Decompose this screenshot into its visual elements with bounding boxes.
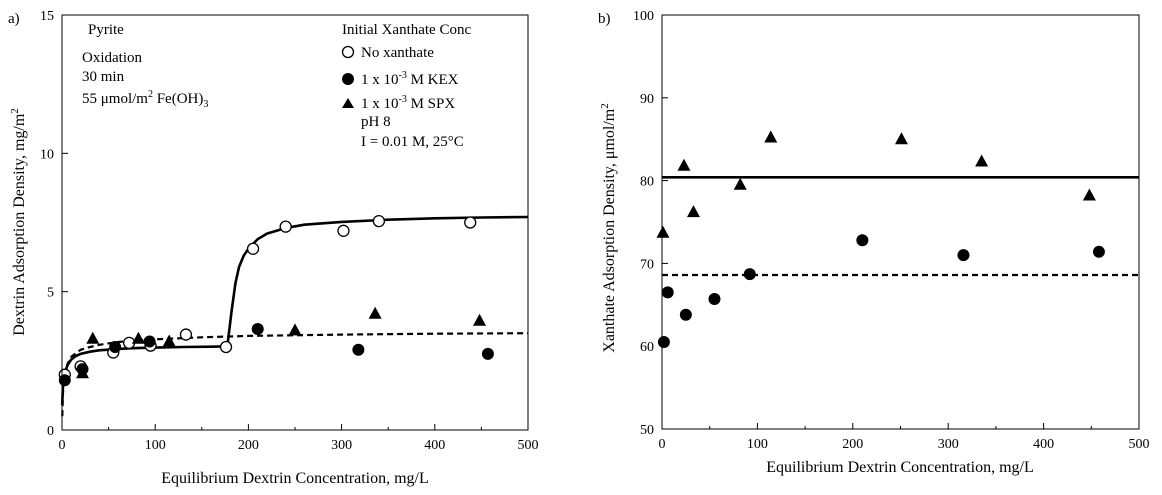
legend-marker-open-circle: [343, 47, 354, 58]
y-tick-label: 15: [40, 9, 54, 24]
panel-a-fit-lines: [62, 217, 528, 416]
data-point-filled-circle: [59, 374, 71, 386]
data-point-open-circle: [248, 243, 259, 254]
x-tick-label: 100: [145, 438, 166, 453]
data-point-filled-triangle: [975, 155, 988, 167]
legend-entry-no-xanthate: No xanthate: [343, 45, 435, 61]
data-point-filled-circle: [662, 286, 674, 298]
annotation-coverage: 55 μmol/m2 Fe(OH)3: [82, 89, 208, 110]
data-point-filled-triangle: [86, 332, 99, 344]
annotation-time: 30 min: [82, 69, 125, 85]
data-point-filled-circle: [352, 344, 364, 356]
y-tick-label: 0: [47, 424, 54, 439]
x-tick-label: 300: [331, 438, 352, 453]
data-point-filled-circle: [957, 249, 969, 261]
data-point-filled-triangle: [289, 323, 302, 335]
panel-b-label: b): [598, 11, 611, 27]
annotation-ionic-strength: I = 0.01 M, 25°C: [361, 134, 464, 150]
annotation-ph: pH 8: [361, 114, 391, 130]
data-point-filled-triangle: [473, 314, 486, 326]
x-tick-label: 400: [424, 438, 445, 453]
legend-label-no-xanthate: No xanthate: [361, 45, 434, 61]
y-tick-label: 80: [640, 175, 654, 190]
y-tick-label: 90: [640, 92, 654, 107]
data-point-filled-circle: [482, 348, 494, 360]
panel-a-label: a): [8, 11, 20, 27]
x-tick-label: 200: [238, 438, 259, 453]
annotation-mineral: Pyrite: [88, 22, 124, 38]
panel-b-y-axis-label: Xanthate Adsorption Density, μmol/m2: [599, 103, 618, 352]
fit-line-solid: [62, 217, 528, 405]
x-tick-label: 400: [1033, 437, 1054, 452]
y-tick-label: 70: [640, 257, 654, 272]
x-tick-label: 300: [938, 437, 959, 452]
panel-b-plot-frame: [662, 15, 1139, 429]
data-point-filled-circle: [1093, 246, 1105, 258]
x-tick-label: 100: [747, 437, 768, 452]
data-point-filled-circle: [680, 309, 692, 321]
legend-label-kex: 1 x 10-3 M KEX: [361, 70, 459, 88]
y-tick-label: 50: [640, 423, 654, 438]
legend-entry-spx: 1 x 10-3 M SPX: [342, 94, 455, 112]
data-point-filled-circle: [744, 268, 756, 280]
panel-a: a) 0 100 200 300 400 500 0 5 10 15 Equilibrium D…: [8, 9, 539, 487]
data-point-open-circle: [221, 342, 232, 353]
annotation-oxidation: Oxidation: [82, 50, 142, 66]
data-point-filled-triangle: [764, 131, 777, 143]
panel-a-data-points: [59, 216, 494, 387]
panel-b-fit-lines: [662, 177, 1139, 275]
data-point-open-circle: [373, 216, 384, 227]
legend-title: Initial Xanthate Conc: [342, 22, 471, 38]
panel-b: b) 0 100 200 300 400 500 50 60 70 80 90 100 Equili…: [598, 9, 1150, 476]
x-tick-label: 200: [842, 437, 863, 452]
data-point-filled-circle: [856, 234, 868, 246]
legend-entry-kex: 1 x 10-3 M KEX: [342, 70, 459, 88]
data-point-open-circle: [465, 217, 476, 228]
data-point-filled-triangle: [1083, 189, 1096, 201]
data-point-filled-triangle: [369, 307, 382, 319]
data-point-filled-triangle: [895, 132, 908, 144]
data-point-filled-triangle: [734, 178, 747, 190]
data-point-open-circle: [180, 329, 191, 340]
data-point-filled-circle: [252, 323, 264, 335]
data-point-open-circle: [338, 225, 349, 236]
data-point-filled-circle: [708, 293, 720, 305]
data-point-filled-triangle: [132, 332, 145, 344]
panel-a-x-axis-label: Equilibrium Dextrin Concentration, mg/L: [161, 470, 429, 487]
data-point-filled-circle: [658, 336, 670, 348]
data-point-filled-triangle: [163, 334, 176, 346]
panel-a-y-axis-label: Dextrin Adsorption Density, mg/m2: [9, 108, 28, 336]
data-point-open-circle: [280, 221, 291, 232]
y-tick-label: 10: [40, 147, 54, 162]
panel-b-data-points: [656, 131, 1104, 349]
data-point-filled-triangle: [656, 226, 669, 238]
panel-b-x-axis: 0 100 200 300 400 500: [659, 423, 1150, 452]
x-tick-label: 500: [1129, 437, 1150, 452]
x-tick-label: 0: [59, 438, 66, 453]
panel-a-x-axis: 0 100 200 300 400 500: [59, 424, 539, 453]
data-point-filled-triangle: [687, 205, 700, 217]
y-tick-label: 100: [633, 9, 654, 24]
data-point-filled-circle: [144, 335, 156, 347]
legend-label-spx: 1 x 10-3 M SPX: [361, 94, 455, 112]
panel-a-legend: Initial Xanthate Conc No xanthate 1 x 10…: [342, 22, 471, 112]
data-point-filled-triangle: [677, 159, 690, 171]
legend-marker-filled-triangle: [342, 98, 354, 108]
x-tick-label: 500: [518, 438, 539, 453]
y-tick-label: 60: [640, 340, 654, 355]
data-point-filled-circle: [109, 341, 121, 353]
panel-b-x-axis-label: Equilibrium Dextrin Concentration, mg/L: [766, 459, 1034, 476]
y-tick-label: 5: [47, 286, 54, 301]
panel-b-y-axis: 50 60 70 80 90 100: [633, 9, 668, 438]
x-tick-label: 0: [659, 437, 666, 452]
legend-marker-filled-circle: [342, 73, 354, 85]
